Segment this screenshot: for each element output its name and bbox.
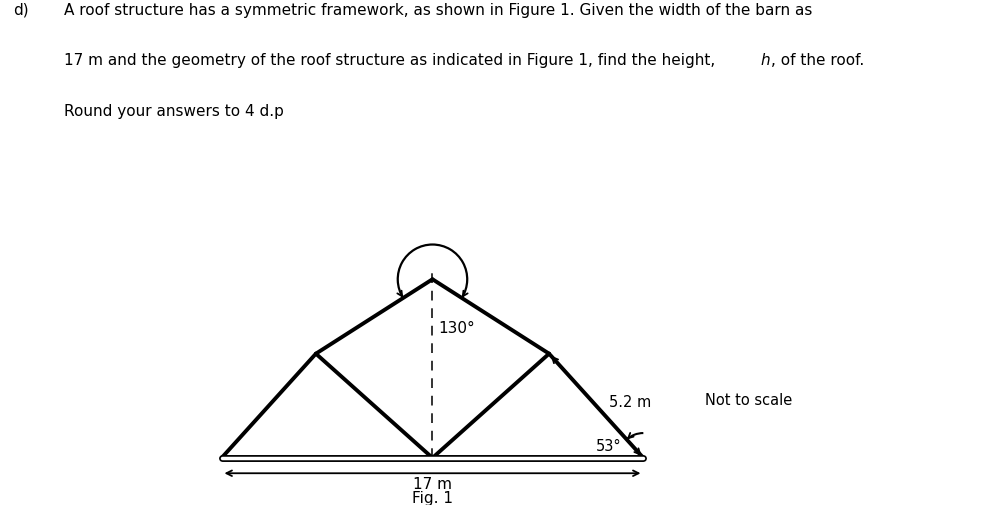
Text: 130°: 130°	[439, 321, 476, 336]
Text: A roof structure has a symmetric framework, as shown in Figure 1. Given the widt: A roof structure has a symmetric framewo…	[64, 3, 813, 18]
Text: 53°: 53°	[596, 439, 622, 454]
Text: Round your answers to 4 d.p: Round your answers to 4 d.p	[64, 104, 284, 119]
Text: 17 m: 17 m	[413, 477, 452, 492]
Text: h: h	[760, 53, 769, 68]
Text: Not to scale: Not to scale	[705, 393, 792, 409]
Text: d): d)	[13, 3, 29, 18]
Text: Fig. 1: Fig. 1	[412, 491, 453, 505]
Text: 5.2 m: 5.2 m	[608, 394, 651, 410]
Text: , of the roof.: , of the roof.	[771, 53, 864, 68]
Text: 17 m and the geometry of the roof structure as indicated in Figure 1, find the h: 17 m and the geometry of the roof struct…	[64, 53, 720, 68]
